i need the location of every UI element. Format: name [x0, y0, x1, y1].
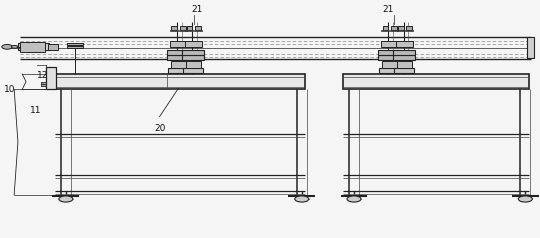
Bar — [183, 68, 203, 73]
Bar — [46, 67, 56, 89]
Bar — [167, 68, 188, 73]
Bar — [377, 55, 400, 60]
Bar — [194, 30, 201, 31]
Bar — [396, 30, 404, 31]
Bar — [166, 50, 189, 55]
Bar — [195, 25, 201, 30]
Bar — [170, 30, 178, 31]
Bar — [48, 44, 58, 50]
Bar — [379, 68, 399, 73]
Bar — [41, 82, 46, 84]
Bar — [181, 50, 204, 55]
Bar — [391, 25, 397, 30]
Bar — [405, 30, 413, 31]
Text: 21: 21 — [383, 5, 394, 14]
Text: 11: 11 — [30, 106, 42, 115]
Circle shape — [518, 196, 532, 202]
Circle shape — [295, 196, 309, 202]
Bar — [170, 41, 187, 47]
Bar — [382, 25, 388, 30]
Bar — [18, 43, 49, 50]
Text: 10: 10 — [4, 85, 16, 94]
Bar — [390, 30, 397, 31]
Bar — [171, 61, 186, 68]
Bar — [185, 41, 202, 47]
Bar — [393, 55, 415, 60]
Bar — [68, 43, 83, 45]
Circle shape — [11, 45, 18, 48]
Bar — [343, 74, 529, 89]
Bar — [381, 41, 398, 47]
Bar — [186, 61, 201, 68]
Bar — [41, 84, 46, 86]
Bar — [397, 25, 403, 30]
Text: 20: 20 — [154, 124, 165, 133]
Bar — [381, 30, 389, 31]
Circle shape — [347, 196, 361, 202]
Bar — [68, 46, 83, 49]
Circle shape — [2, 45, 12, 49]
Text: 21: 21 — [192, 5, 203, 14]
Bar — [166, 55, 189, 60]
Circle shape — [59, 196, 73, 202]
Bar — [186, 25, 192, 30]
Bar — [180, 25, 186, 30]
Bar — [179, 30, 186, 31]
Text: 12: 12 — [37, 71, 49, 80]
Bar — [377, 50, 400, 55]
Bar — [382, 61, 397, 68]
Bar — [19, 42, 45, 52]
Bar — [528, 37, 534, 58]
Bar — [55, 74, 305, 89]
Bar — [406, 25, 412, 30]
Bar — [396, 41, 413, 47]
Bar — [185, 30, 193, 31]
Bar — [393, 50, 415, 55]
Bar — [394, 68, 414, 73]
Bar — [181, 55, 204, 60]
Bar — [397, 61, 412, 68]
Bar — [171, 25, 177, 30]
